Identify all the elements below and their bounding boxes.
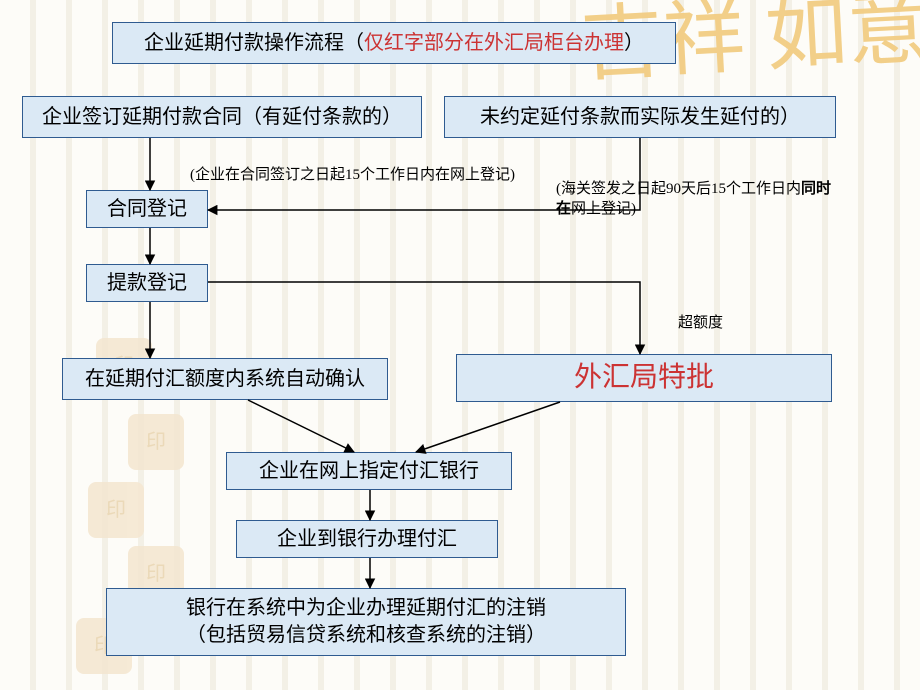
annot-r2-post: 网上登记) <box>571 201 636 217</box>
title-pre: 企业延期付款操作流程（ <box>144 32 364 54</box>
title-post: ） <box>624 32 644 54</box>
annot-r2-bold: 在 <box>556 201 571 217</box>
annotation-overquota: 超额度 <box>678 314 723 334</box>
edge-auto-bank1 <box>248 400 354 452</box>
node-title: 企业延期付款操作流程（仅红字部分在外汇局柜台办理） <box>112 22 676 64</box>
annotation-right-line1: (海关签发之日起90天后15个工作日内同时 <box>556 180 831 200</box>
flowchart-stage: 企业延期付款操作流程（仅红字部分在外汇局柜台办理） 企业签订延期付款合同（有延付… <box>0 0 920 690</box>
annotation-right-line2: 在网上登记) <box>556 200 636 220</box>
edge-special-bank1 <box>416 402 560 452</box>
annot-r1-bold: 同时 <box>801 181 831 197</box>
node-start-left: 企业签订延期付款合同（有延付条款的） <box>22 96 422 138</box>
annotation-left: (企业在合同签订之日起15个工作日内在网上登记) <box>190 166 515 186</box>
node-start-right: 未约定延付条款而实际发生延付的） <box>444 96 836 138</box>
node-assign-bank: 企业在网上指定付汇银行 <box>226 452 512 490</box>
node-auto-confirm: 在延期付汇额度内系统自动确认 <box>62 358 388 400</box>
edge-reg2-special <box>208 282 640 354</box>
node-final-cancel: 银行在系统中为企业办理延期付汇的注销 （包括贸易信贷系统和核查系统的注销） <box>106 588 626 656</box>
node-contract-register: 合同登记 <box>86 190 208 228</box>
node-process-payment: 企业到银行办理付汇 <box>236 520 498 558</box>
node-special-approval: 外汇局特批 <box>456 354 832 402</box>
node-withdraw-register: 提款登记 <box>86 264 208 302</box>
title-red: 仅红字部分在外汇局柜台办理 <box>364 32 624 54</box>
annot-r1-pre: (海关签发之日起90天后15个工作日内 <box>556 181 801 197</box>
